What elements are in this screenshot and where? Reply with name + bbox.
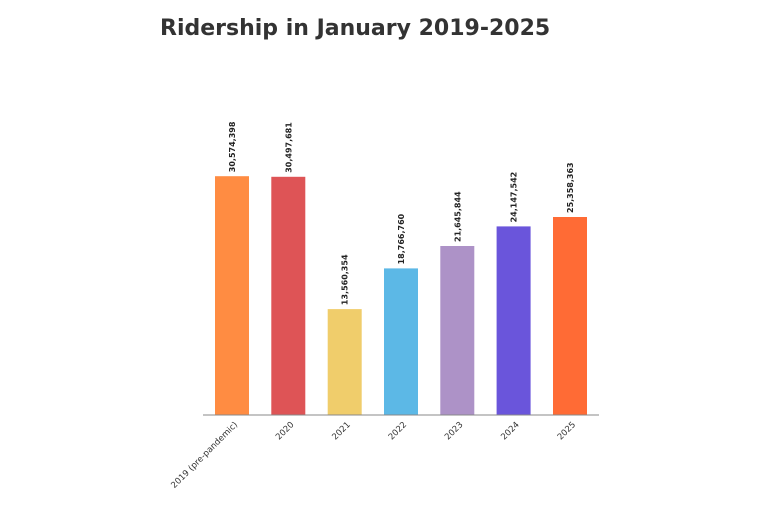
value-label-0: 30,574,398 xyxy=(228,121,237,172)
value-label-5: 24,147,542 xyxy=(510,172,519,223)
category-label-3: 2022 xyxy=(387,420,409,442)
bar-0 xyxy=(215,176,249,415)
category-label-2: 2021 xyxy=(330,420,352,442)
value-label-3: 18,766,760 xyxy=(397,213,406,264)
category-label-4: 2023 xyxy=(443,420,465,442)
bar-1 xyxy=(271,176,306,415)
category-label-6: 2025 xyxy=(556,420,578,442)
value-label-6: 25,358,363 xyxy=(566,162,575,213)
value-label-4: 21,645,844 xyxy=(453,191,462,242)
bar-4 xyxy=(440,246,475,415)
value-label-1: 30,497,681 xyxy=(284,122,293,173)
category-labels-group: 2019 (pre-pandemic) 2020 2021 2022 2023 2024 2… xyxy=(169,420,578,491)
value-labels-group: 30,574,398 30,497,681 13,560,354 18,766,760… xyxy=(228,121,575,305)
chart-title: Ridership in January 2019-2025 xyxy=(160,16,551,41)
bar-3 xyxy=(384,268,418,415)
bar-6 xyxy=(553,217,587,415)
value-label-2: 13,560,354 xyxy=(341,254,350,305)
bar-2 xyxy=(327,309,362,415)
category-label-1: 2020 xyxy=(274,420,296,442)
bar-5 xyxy=(496,226,531,415)
bars-group xyxy=(215,176,587,415)
category-label-0: 2019 (pre-pandemic) xyxy=(169,420,240,491)
category-label-5: 2024 xyxy=(499,420,521,442)
